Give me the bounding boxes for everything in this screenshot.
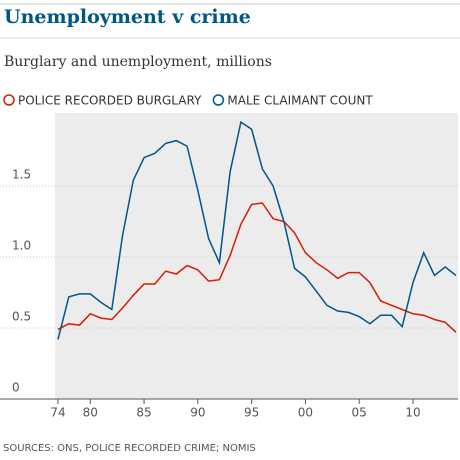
legend-label: MALE CLAIMANT COUNT [227, 94, 373, 108]
legend-marker [212, 94, 225, 106]
x-tick-label: 00 [298, 406, 313, 420]
x-tick-label: 90 [190, 406, 205, 420]
series-line [57, 120, 457, 340]
y-tick-label: 0.5 [12, 310, 31, 324]
x-tick-label: 85 [136, 406, 151, 420]
x-tick-label: 80 [83, 406, 98, 420]
y-tick-label: 1.5 [12, 168, 31, 182]
legend-label: POLICE RECORDED BURGLARY [18, 94, 202, 108]
plot-background [55, 113, 458, 399]
y-tick-label: 1.0 [12, 239, 31, 253]
x-tick-label: 95 [244, 406, 259, 420]
series-line [57, 202, 457, 333]
chart-subtitle: Burglary and unemployment, millions [4, 54, 272, 70]
x-tick-label: 05 [352, 406, 367, 420]
x-tick-label: 10 [405, 406, 420, 420]
y-tick-label: 0 [12, 381, 20, 395]
legend-marker [3, 94, 15, 106]
chart-title: Unemployment v crime [4, 6, 251, 28]
x-tick-label: 74 [50, 406, 65, 420]
source: SOURCES: ONS, POLICE RECORDED CRIME; NOM… [3, 443, 256, 454]
